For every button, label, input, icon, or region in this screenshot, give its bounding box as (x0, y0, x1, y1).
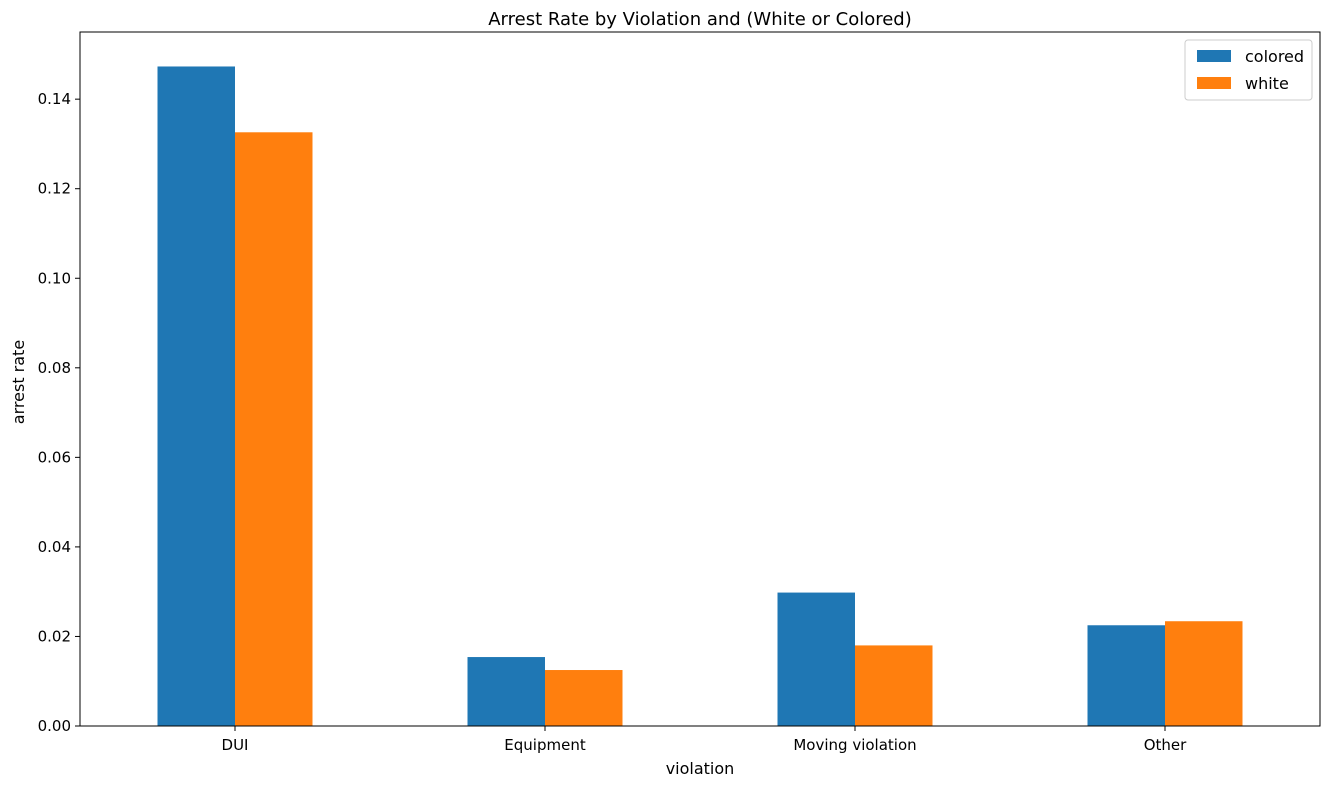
legend: colored white (1184, 39, 1313, 101)
legend-swatch-white (1197, 77, 1231, 89)
legend-label-white: white (1245, 74, 1289, 93)
bar-white-3 (1165, 621, 1243, 726)
y-tick-label: 0.10 (38, 269, 71, 287)
y-tick-label: 0.14 (38, 90, 71, 108)
x-tick-label: DUI (222, 736, 249, 754)
y-tick-label: 0.12 (38, 180, 71, 198)
y-tick-label: 0.04 (38, 538, 71, 556)
x-tick-label: Other (1144, 736, 1187, 754)
y-tick-label: 0.06 (38, 448, 71, 466)
x-axis-label: violation (666, 759, 735, 778)
y-tick-label: 0.00 (38, 717, 71, 735)
bar-colored-3 (1087, 625, 1165, 726)
y-tick-label: 0.02 (38, 627, 71, 645)
chart-title: Arrest Rate by Violation and (White or C… (488, 9, 912, 30)
bar-colored-0 (157, 66, 235, 727)
x-tick-label: Equipment (504, 736, 586, 754)
plot-area: 0.00 0.02 0.04 0.06 0.08 0.10 0.12 0.14 DUI Equip… (38, 31, 1321, 754)
bar-colored-1 (467, 657, 545, 726)
bar-white-2 (855, 645, 933, 726)
y-axis-label: arrest rate (9, 340, 28, 424)
bar-white-1 (545, 670, 623, 726)
plot-frame (79, 31, 1321, 727)
legend-swatch-colored (1197, 50, 1231, 62)
y-tick-label: 0.08 (38, 359, 71, 377)
legend-label-colored: colored (1245, 47, 1304, 66)
bar-colored-2 (777, 592, 855, 726)
x-tick-label: Moving violation (793, 736, 916, 754)
bar-white-0 (235, 132, 313, 727)
